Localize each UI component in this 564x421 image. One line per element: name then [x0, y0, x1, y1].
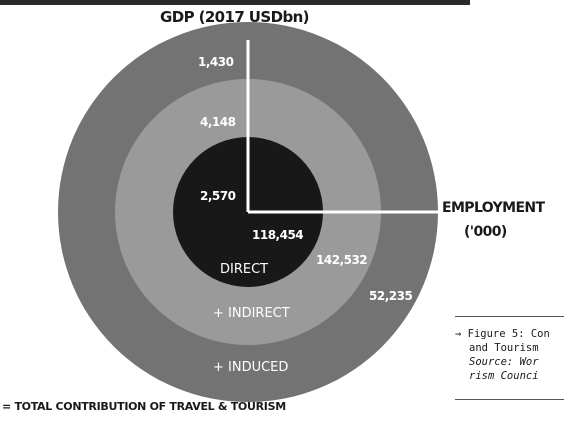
cut-off-top-title: [0, 0, 470, 5]
employment-title: EMPLOYMENT: [442, 200, 546, 216]
ring-label-indirect: + INDIRECT: [213, 306, 290, 321]
ring-label-direct: DIRECT: [220, 262, 268, 277]
legend-footer: = TOTAL CONTRIBUTION OF TRAVEL & TOURISM: [2, 400, 286, 413]
ring-label-induced: + INDUCED: [213, 360, 288, 375]
gdp-title: GDP (2017 USDbn): [160, 8, 309, 26]
caption-line-4: rism Counci: [469, 370, 539, 382]
figure-caption: → Figure 5: Con and Tourism Source: Wor …: [455, 316, 564, 400]
employment-value-induced: 52,235: [369, 289, 412, 303]
gdp-value-indirect: 4,148: [200, 115, 236, 129]
caption-line-2: and Tourism: [469, 342, 539, 354]
gdp-value-induced: 1,430: [198, 55, 234, 69]
caption-line-1: → Figure 5: Con: [455, 328, 550, 340]
employment-unit: ('000): [464, 224, 507, 240]
gdp-value-direct: 2,570: [200, 189, 236, 203]
employment-value-direct: 118,454: [252, 228, 303, 242]
employment-value-indirect: 142,532: [316, 253, 367, 267]
caption-line-3: Source: Wor: [469, 356, 539, 368]
